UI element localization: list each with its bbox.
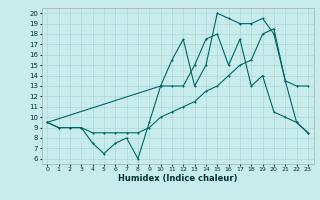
X-axis label: Humidex (Indice chaleur): Humidex (Indice chaleur) — [118, 174, 237, 183]
